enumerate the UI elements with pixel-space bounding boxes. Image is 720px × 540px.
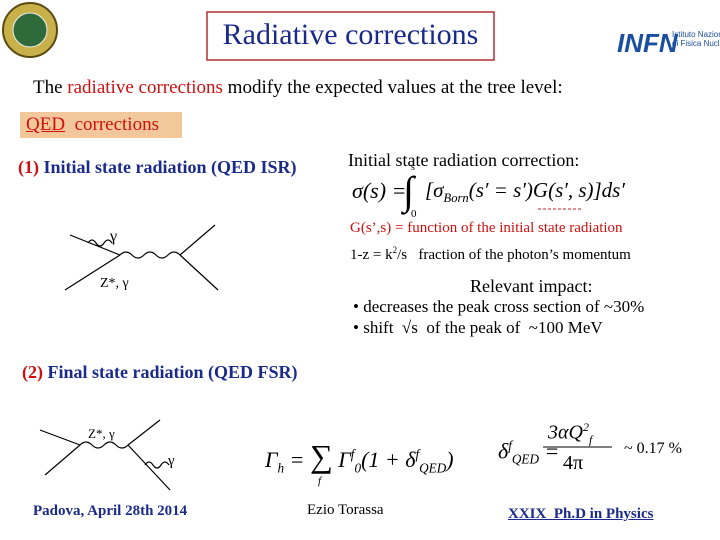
impact-bullet: • decreases the peak cross section of ~3… <box>353 297 645 316</box>
title-box <box>206 11 495 61</box>
formula-part: ) <box>446 447 454 472</box>
delta-value: ~ 0.17 % <box>624 440 682 457</box>
footer-event: XXIX Ph.D in Physics <box>508 506 654 522</box>
fsr-diagram <box>39 419 171 491</box>
g-definition: G(s’,s) = function of the initial state … <box>350 220 623 236</box>
title: Radiative corrections <box>222 18 479 51</box>
heading-number: (2) <box>22 362 43 382</box>
integral-upper: s <box>411 162 415 173</box>
formula-part: = <box>289 447 305 472</box>
sum-index: f <box>318 475 322 487</box>
formula-sub: QED <box>511 451 540 467</box>
formula-part: = <box>544 438 560 464</box>
formula-sub: QED <box>419 460 447 476</box>
formula-sup: 2 <box>582 420 589 434</box>
isr-heading: (1) Initial state radiation (QED ISR) <box>18 157 297 178</box>
logo-seal-inner <box>12 12 48 48</box>
diagram-label: Z*, γ <box>100 276 129 291</box>
intro-text: The <box>33 77 68 98</box>
formula-sub: 0 <box>354 460 362 476</box>
formula-sup: f <box>508 438 512 453</box>
diagram-label: Z*, γ <box>88 426 115 441</box>
section-underlined: QED <box>26 114 66 135</box>
heading-text: Final state radiation (QED FSR) <box>47 362 298 382</box>
impact-bullet: • shift √s of the peak of ~100 MeV <box>353 318 603 337</box>
sigma-formula: σ(s) = <box>352 178 406 204</box>
infn-line: Istituto Nazionale <box>672 30 720 39</box>
width-formula: Γh = ∑ Γf0(1 + δfQED) <box>265 438 454 476</box>
z-lhs: 1-z = k <box>350 247 393 263</box>
formula-sub: Born <box>443 191 469 206</box>
intro: The radiative corrections modify the exp… <box>33 77 563 99</box>
z-sup: 2 <box>392 245 398 255</box>
section-box <box>20 112 182 138</box>
diagram-label: γ <box>168 453 175 469</box>
z-rhs: /s <box>397 247 408 263</box>
delta-denominator: 4π <box>563 452 584 474</box>
infn-line: di Fisica Nucleare <box>672 39 720 48</box>
heading-number: (1) <box>18 157 39 177</box>
delta-numerator: 3αQ2f <box>548 420 592 448</box>
intro-text: modify the expected values at the tree l… <box>222 77 563 98</box>
footer-date: Padova, April 28th 2014 <box>33 503 188 519</box>
integrand: [σBorn(s′ = s′)G(s′, s)]ds′ <box>425 178 625 206</box>
delta-lhs: δfQED = <box>498 438 559 468</box>
formula-sup: f <box>415 446 420 462</box>
formula-part: δ <box>498 438 509 464</box>
infn-name: Istituto Nazionaledi Fisica Nucleare <box>672 30 720 48</box>
formula-sum: ∑ <box>309 438 333 474</box>
formula-part: Γ <box>338 447 351 472</box>
z-definition: 1-z = k2/s fraction of the photon’s mome… <box>350 245 631 264</box>
heading-text: Initial state radiation (QED ISR) <box>43 157 297 177</box>
fsr-heading: (2) Final state radiation (QED FSR) <box>22 362 298 383</box>
formula-sub: f <box>588 432 593 447</box>
formula-sub: h <box>277 460 285 476</box>
formula-part: 3αQ <box>548 421 583 444</box>
formula-part: Γ <box>265 447 278 472</box>
correction-title: Initial state radiation correction: <box>348 150 580 170</box>
formula-sup: f <box>350 446 355 462</box>
diagram-label: γ <box>110 228 118 245</box>
formula-part: (1 + δ <box>361 447 416 472</box>
section-label: QED corrections <box>26 114 159 136</box>
formula-part: [σ <box>425 178 444 202</box>
isr-diagram <box>64 224 219 291</box>
formula-part: σ(s) = <box>352 178 407 203</box>
integral-lower: 0 <box>411 208 417 220</box>
z-desc: fraction of the photon’s momentum <box>418 247 631 263</box>
impact-title: Relevant impact: <box>470 276 593 296</box>
infn-logo: INFN <box>617 28 678 58</box>
integral: ∫ <box>403 168 414 213</box>
section-rest: corrections <box>74 114 159 135</box>
formula-part: (s′ = s′)G(s′, s)]ds′ <box>468 178 625 202</box>
intro-highlight: radiative corrections <box>67 77 223 98</box>
footer-author: Ezio Torassa <box>307 502 384 518</box>
